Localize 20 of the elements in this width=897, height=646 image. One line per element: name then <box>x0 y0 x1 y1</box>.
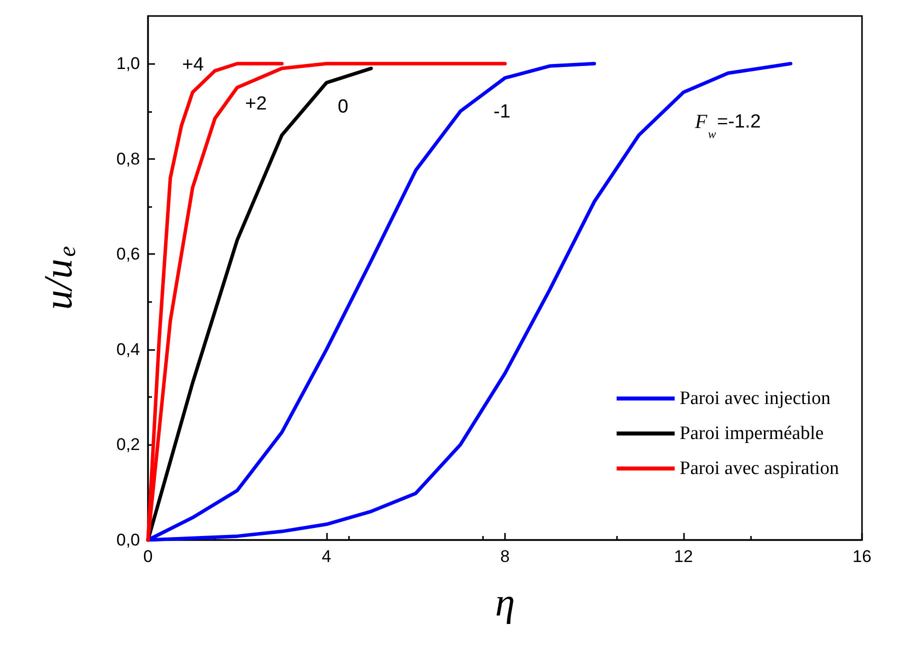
y-tick-label: 0,8 <box>116 149 140 168</box>
y-axis-title: u/ue <box>36 246 81 310</box>
annotation: +4 <box>182 54 204 76</box>
x-tick-label: 12 <box>674 547 693 566</box>
x-axis-title: η <box>495 580 515 624</box>
y-tick-label: 0,6 <box>116 244 140 264</box>
legend-label: Paroi avec injection <box>680 388 832 409</box>
legend-label: Paroi avec aspiration <box>680 458 840 479</box>
annotation: 0 <box>338 96 348 118</box>
legend-label: Paroi imperméable <box>680 423 824 444</box>
y-tick-label: 0,4 <box>116 340 140 359</box>
x-tick-label: 4 <box>322 547 332 566</box>
y-tick-label: 0,2 <box>116 435 140 454</box>
x-tick-label: 16 <box>852 547 872 566</box>
annotation: +2 <box>245 94 267 114</box>
y-tick-label: 1,0 <box>116 54 140 74</box>
annotation: -1 <box>494 102 510 122</box>
y-tick-label: 0,0 <box>116 530 140 550</box>
x-tick-label: 8 <box>500 547 510 566</box>
x-tick-label: 0 <box>143 547 153 566</box>
